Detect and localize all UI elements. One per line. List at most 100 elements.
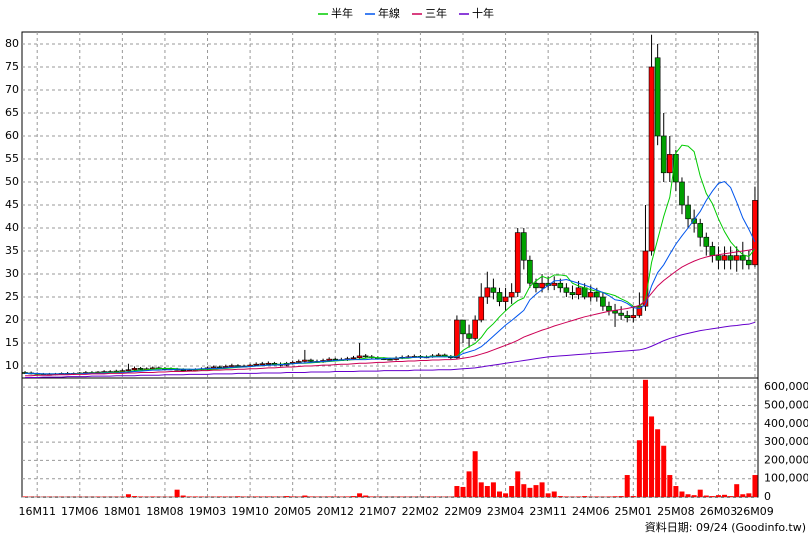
candle-body [587,292,594,298]
y-tick-label: 15 [5,336,19,349]
candle-body [527,259,533,284]
x-tick-label: 24M06 [572,505,610,518]
volume-bar [472,451,478,497]
volume-bar [685,494,691,497]
volume-bar [284,496,290,497]
x-tick-label: 18M08 [146,505,184,518]
volume-bar [557,496,563,497]
candle-body [612,310,618,314]
x-tick-label: 20M05 [274,505,312,518]
x-tick-label: 22M02 [402,505,440,518]
candle-body [709,246,716,256]
volume-bar [484,486,490,497]
candle-body [466,333,472,339]
candle-body [533,282,539,289]
candle-body [721,255,728,261]
volume-bar [734,484,740,497]
candle-body [125,369,132,372]
volume-bar [521,484,527,497]
volume-bar [740,494,746,497]
volume-bar [697,489,703,497]
y-tick-label: 20 [5,313,19,326]
volume-bar [478,482,484,497]
candle-body [557,282,564,289]
y2-tick-label: 300,000 [764,435,808,448]
candle-body [131,368,138,371]
y-tick-label: 35 [5,244,19,257]
volume-bar [351,496,357,497]
volume-bar [667,475,673,497]
volume-bar [344,496,350,497]
candle-body [594,292,600,298]
candle-body [435,354,442,357]
volume-bar [539,482,545,497]
volume-bar [594,496,600,497]
volume-bar [709,496,715,497]
volume-bar [563,496,569,497]
candle-body [508,292,515,298]
y-tick-label: 55 [5,152,19,165]
candle-body [569,292,576,296]
volume-bar [186,496,192,497]
volume-bar [253,496,259,497]
x-tick-label: 16M11 [18,505,56,518]
volume-bar [174,489,180,497]
volume-bar [624,475,630,497]
candle-body [727,255,734,261]
legend-label: 十年 [472,6,494,20]
x-tick-label: 23M11 [529,505,567,518]
volume-bar [369,496,375,497]
x-tick-label: 25M01 [615,505,653,518]
volume-bar [649,416,655,497]
candle-body [660,135,667,174]
volume-bar [290,496,296,497]
x-tick-label: 25M08 [657,505,695,518]
volume-bar [582,496,588,497]
y-tick-label: 70 [5,83,19,96]
volume-bar [642,379,648,497]
volume-bar [606,496,612,497]
candle-body [302,359,308,362]
candle-body [210,366,217,369]
volume-bar [533,485,539,497]
x-tick-label: 18M01 [104,505,142,518]
x-tick-label: 19M03 [189,505,227,518]
volume-frame [21,377,759,498]
volume-bar [180,495,186,497]
volume-bar [326,496,332,497]
y-tick-label: 50 [5,175,19,188]
volume-bar [503,493,509,497]
candle-body [667,154,673,174]
candle-body [703,236,710,247]
candle-body [697,223,704,238]
volume-bar [691,495,697,497]
candle-body [356,355,363,359]
y-tick-label: 40 [5,221,19,234]
legend-label: 年線 [378,6,400,20]
candle-body [521,232,527,261]
y-tick-label: 25 [5,290,19,303]
volume-bar [454,486,460,497]
candle-body [454,319,460,359]
candle-body [575,287,582,296]
candle-body [648,66,655,252]
candle-body [326,358,332,361]
volume-bar [679,491,685,497]
y-tick-label: 60 [5,129,19,142]
candle-body [502,296,509,302]
volume-bar [125,494,131,497]
x-tick-label: 17M06 [61,505,99,518]
volume-bar [636,440,642,497]
volume-bar [655,429,661,497]
ma-line [25,321,756,379]
volume-bar [527,487,533,497]
candle-body [563,287,570,293]
candle-body [539,282,545,289]
candle-body [137,368,144,370]
volume-bar [515,471,521,497]
volume-bar [363,495,369,497]
volume-bar [618,496,624,497]
volume-bar [460,486,466,497]
ma-line [25,248,756,377]
